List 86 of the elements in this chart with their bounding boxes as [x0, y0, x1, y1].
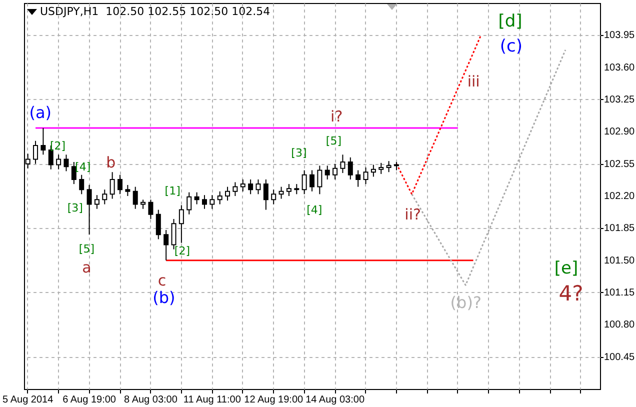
- candlestick: [317, 165, 322, 195]
- candlestick: [140, 199, 146, 210]
- y-tick-label: 101.85: [604, 223, 636, 234]
- annotation: [4]: [75, 160, 91, 174]
- candlestick: [310, 170, 314, 192]
- annotation: [2]: [174, 244, 190, 258]
- candlestick: [256, 178, 261, 195]
- x-tick-label: 6 Aug 19:00: [62, 394, 116, 406]
- candlestick: [302, 170, 307, 195]
- candlestick: [263, 178, 268, 210]
- x-tick-label: 14 Aug 03:00: [306, 394, 365, 406]
- x-tick-label: 5 Aug 2014: [2, 394, 54, 406]
- annotation: (b): [152, 288, 176, 307]
- annotation: [3]: [67, 202, 83, 214]
- y-tick-label: 102.90: [604, 126, 636, 138]
- annotation: [d]: [498, 12, 522, 32]
- candlestick: [386, 160, 392, 173]
- candlestick: [125, 184, 130, 196]
- candlestick: [286, 184, 292, 196]
- x-tick-label: 8 Aug 03:00: [124, 394, 178, 406]
- candlestick: [148, 199, 154, 220]
- annotation: b: [106, 154, 116, 172]
- candlestick: [118, 174, 122, 195]
- candlestick: [363, 167, 368, 185]
- candlestick: [186, 192, 192, 215]
- annotation: [e]: [554, 258, 578, 278]
- candlestick: [171, 218, 176, 250]
- annotation: ii?: [404, 206, 421, 224]
- candlestick: [210, 194, 215, 210]
- annotation: [1]: [164, 184, 180, 198]
- candlestick: [110, 172, 115, 200]
- candlestick: [94, 194, 100, 210]
- annotation: i?: [330, 108, 343, 126]
- annotation: c: [158, 272, 166, 290]
- candlestick: [64, 154, 69, 172]
- annotation: [4]: [306, 204, 322, 216]
- annotation: [3]: [291, 146, 307, 160]
- candlestick: [225, 186, 230, 202]
- candlestick: [202, 194, 207, 210]
- candlestick: [370, 164, 376, 178]
- x-tick-label: 11 Aug 11:00: [183, 394, 242, 406]
- candlestick: [356, 170, 361, 188]
- candlestick: [278, 186, 284, 200]
- annotation: [5]: [326, 134, 342, 148]
- candlestick: [132, 186, 138, 210]
- candlestick: [156, 209, 161, 240]
- candlestick: [378, 162, 384, 174]
- y-tick-label: 103.95: [604, 30, 636, 42]
- candlestick: [33, 140, 38, 164]
- y-tick-label: 100.80: [604, 320, 636, 331]
- y-tick-label: 102.55: [604, 158, 636, 170]
- candlestick: [194, 192, 200, 205]
- candlestick: [56, 154, 62, 170]
- candlestick: [232, 182, 238, 196]
- candlestick: [71, 161, 76, 185]
- candlestick: [79, 174, 84, 195]
- annotation: 4?: [558, 282, 584, 306]
- candlestick: [240, 178, 246, 192]
- annotation: iii: [467, 72, 480, 90]
- candlestick: [86, 184, 92, 236]
- y-tick-label: 102.20: [604, 191, 636, 202]
- annotation: [5]: [78, 242, 94, 256]
- candlestick: [102, 189, 108, 205]
- candlestick: [348, 156, 353, 180]
- y-tick-label: 101.15: [604, 288, 636, 298]
- candlestick: [40, 127, 46, 156]
- annotation: (c): [500, 36, 523, 56]
- y-tick-label: 101.50: [604, 255, 636, 266]
- candlestick: [332, 163, 338, 180]
- y-tick-label: 103.60: [604, 62, 636, 74]
- annotation: a: [82, 258, 92, 276]
- candlestick: [340, 154, 346, 174]
- candlestick: [271, 189, 276, 205]
- y-tick-label: 103.25: [604, 94, 636, 106]
- candlestick: [164, 230, 169, 261]
- candlestick: [294, 184, 300, 195]
- candlestick: [248, 178, 254, 195]
- chart-title: USDJPY,H1 102.50 102.55 102.50 102.54: [40, 5, 270, 18]
- y-tick-label: 100.45: [604, 352, 636, 363]
- candlestick: [324, 165, 330, 180]
- candlestick: [178, 204, 184, 244]
- annotation: (b)?: [450, 293, 482, 312]
- annotation: [2]: [50, 140, 66, 152]
- candlestick: [217, 190, 222, 205]
- annotation: (a): [29, 103, 52, 122]
- x-tick-label: 12 Aug 19:00: [244, 394, 304, 406]
